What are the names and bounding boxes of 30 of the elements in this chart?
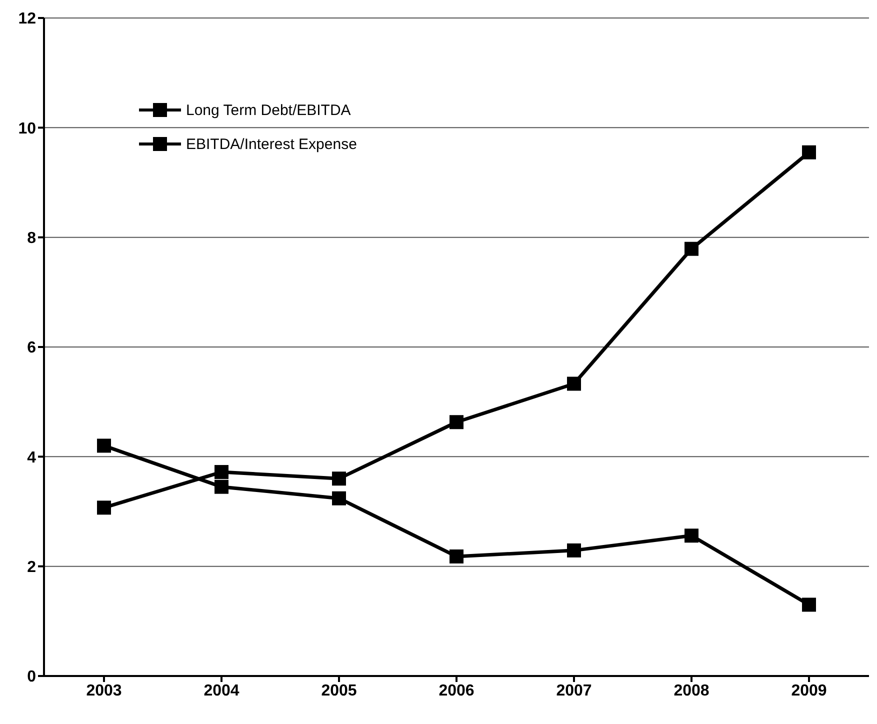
y-tick-label: 4 <box>27 449 36 466</box>
x-tick-label: 2008 <box>674 682 710 700</box>
x-tick-label: 2005 <box>321 682 357 700</box>
y-tick-label: 10 <box>18 120 36 138</box>
x-tick-label: 2003 <box>86 682 122 700</box>
point <box>214 465 228 480</box>
point <box>450 415 464 430</box>
x-tick-label: 2007 <box>556 682 592 700</box>
point <box>684 528 698 543</box>
y-tick-label: 12 <box>18 10 36 28</box>
point <box>802 145 816 160</box>
x-tick-label: 2009 <box>791 682 827 700</box>
point <box>567 376 581 391</box>
point <box>97 500 111 515</box>
point <box>567 543 581 558</box>
y-tick-label: 2 <box>27 559 36 576</box>
point <box>332 491 346 506</box>
y-tick-label: 0 <box>27 668 36 686</box>
x-tick-label: 2004 <box>204 682 240 700</box>
point <box>332 472 346 486</box>
point <box>802 598 816 612</box>
point <box>450 549 464 564</box>
legend-label: Long Term Debt/EBITDA <box>186 102 351 118</box>
point <box>97 438 111 453</box>
point <box>214 480 228 494</box>
y-tick-label: 6 <box>27 340 36 357</box>
y-tick-label: 8 <box>27 230 36 248</box>
legend-label: EBITDA/Interest Expense <box>186 136 357 152</box>
x-tick-label: 2006 <box>438 682 474 700</box>
point <box>684 242 698 256</box>
